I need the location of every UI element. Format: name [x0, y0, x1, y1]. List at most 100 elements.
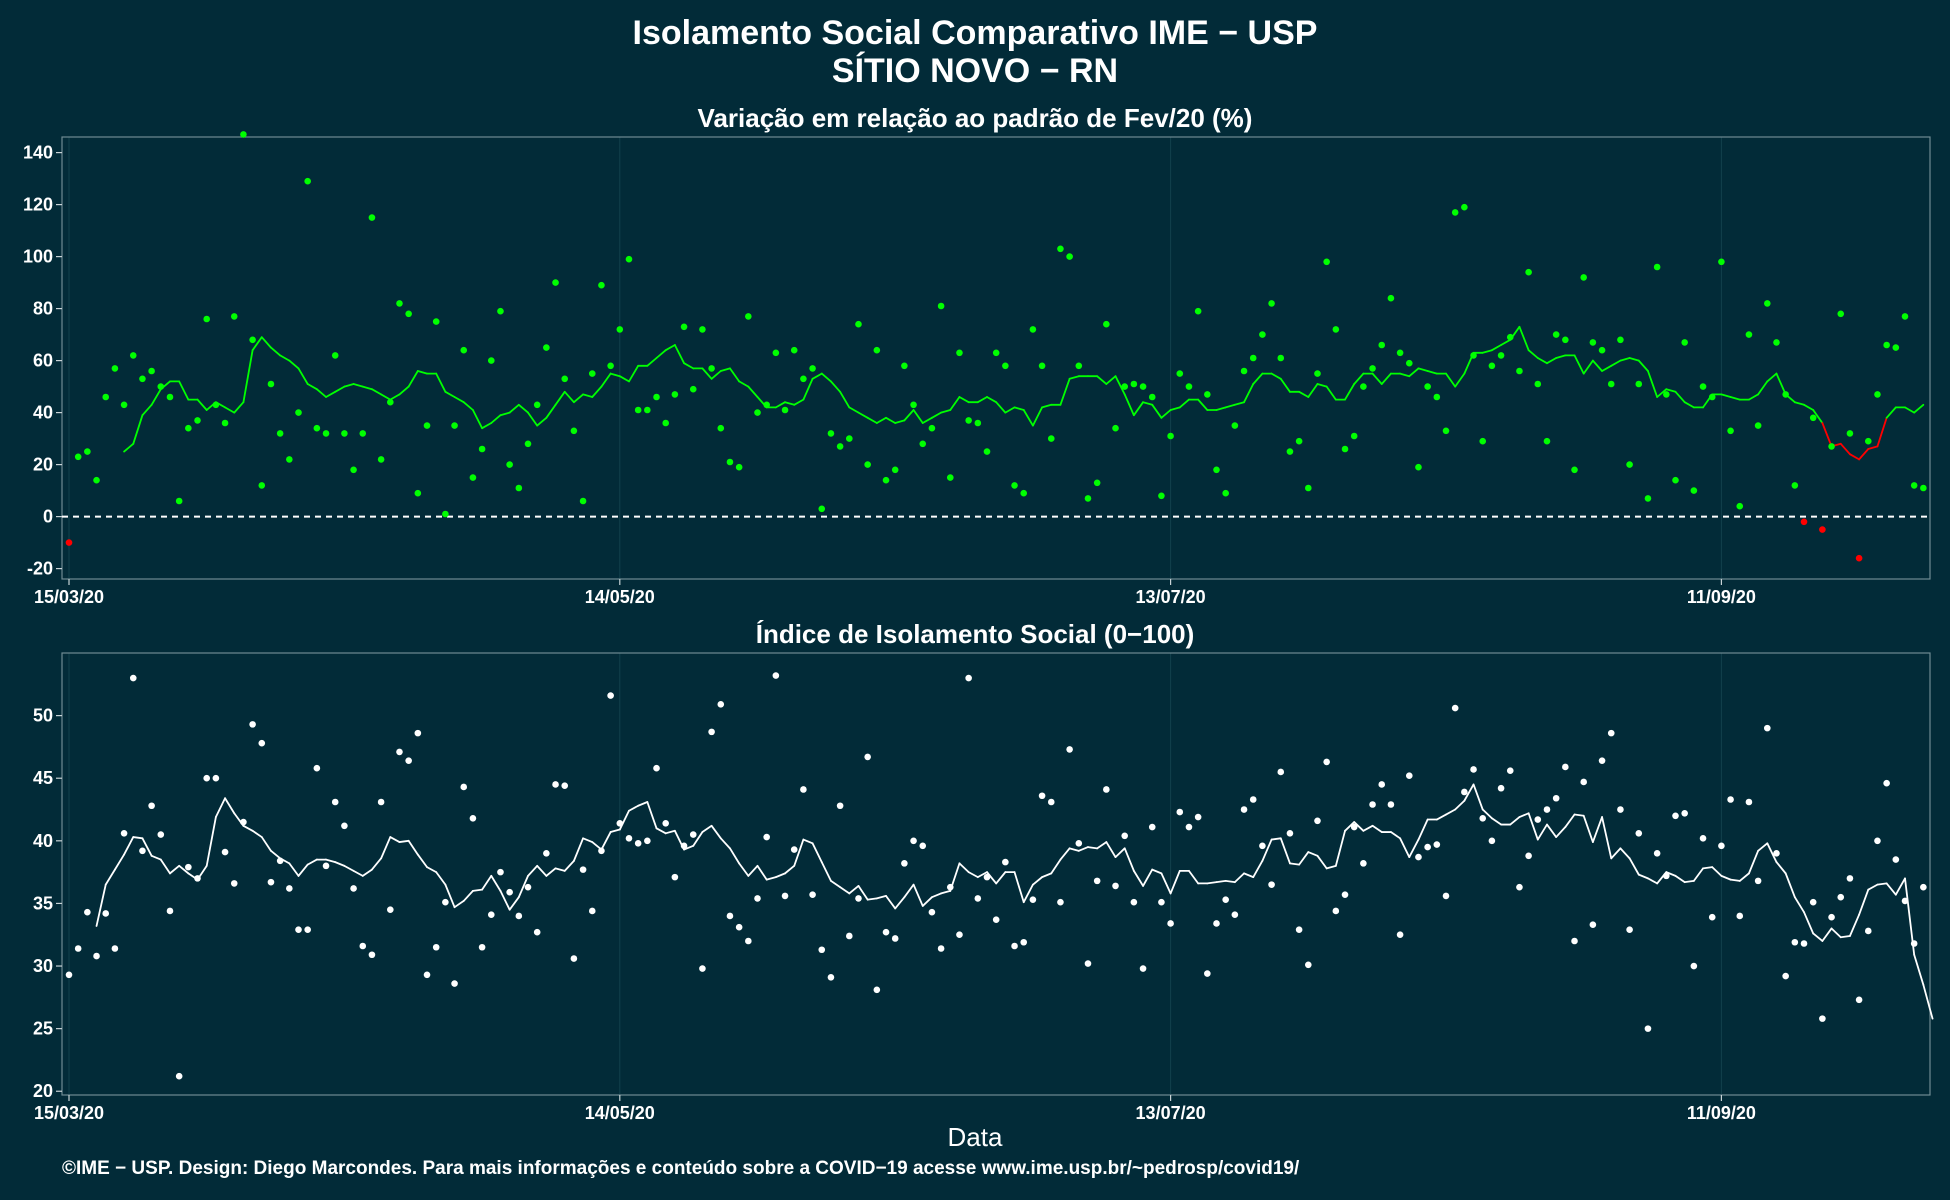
index-moving-average-segment [1683, 879, 1695, 884]
variation-data-point [1589, 339, 1597, 346]
variation-moving-average-segment [949, 396, 961, 411]
variation-data-point [1231, 422, 1239, 429]
index-data-point [1451, 704, 1459, 712]
variation-data-point [1800, 518, 1808, 526]
variation-moving-average-segment [1059, 377, 1071, 406]
variation-data-point [249, 336, 256, 344]
variation-data-point [1139, 383, 1147, 390]
index-moving-average-segment [1096, 841, 1108, 850]
index-data-point [249, 721, 256, 728]
variation-data-point [1543, 437, 1551, 445]
index-moving-average-segment [784, 864, 796, 875]
variation-moving-average-segment [618, 375, 630, 383]
index-moving-average-segment [573, 837, 584, 862]
variation-moving-average-segment [1775, 372, 1787, 396]
index-data-point [836, 802, 844, 810]
index-data-point [809, 891, 816, 898]
index-data-point [1194, 813, 1202, 821]
variation-data-point [368, 214, 376, 221]
index-moving-average-segment [1665, 871, 1677, 877]
variation-data-point [864, 461, 871, 468]
index-data-point [1323, 758, 1330, 766]
index-data-point [506, 888, 513, 896]
index-data-point [1148, 823, 1156, 831]
index-data-point [662, 819, 669, 827]
variation-moving-average-segment [1445, 372, 1457, 388]
index-data-point [1158, 898, 1165, 906]
index-moving-average-segment [1022, 883, 1034, 904]
index-data-point [1598, 757, 1606, 764]
variation-moving-average-segment [1821, 422, 1833, 448]
index-moving-average-segment [1481, 808, 1493, 820]
variation-data-point [1295, 437, 1303, 445]
variation-data-point [1672, 476, 1679, 484]
index-moving-average-segment [976, 871, 988, 879]
variation-y-tick-label: 80 [33, 299, 53, 319]
variation-moving-average-segment [1803, 403, 1815, 411]
index-moving-average-segment [609, 828, 621, 833]
variation-moving-average-segment [1252, 372, 1264, 385]
index-moving-average-segment [141, 837, 153, 857]
index-moving-average-segment [1610, 847, 1622, 860]
index-data-point [1038, 792, 1046, 800]
index-data-point [1029, 896, 1037, 903]
index-plot-frame [61, 652, 1931, 1096]
variation-moving-average-segment [820, 372, 832, 383]
index-data-point [625, 835, 633, 842]
index-data-point [148, 802, 155, 810]
variation-moving-average-segment [389, 393, 401, 401]
variation-data-point [1369, 365, 1376, 372]
index-data-point [763, 833, 770, 841]
variation-data-point [543, 344, 550, 351]
index-data-point [965, 674, 972, 682]
variation-moving-average-segment [1399, 372, 1411, 378]
index-moving-average-segment [1463, 783, 1475, 802]
index-data-point [1112, 882, 1119, 890]
index-data-point [1736, 912, 1744, 920]
variation-moving-average-segment [1904, 406, 1916, 414]
index-data-point [1764, 724, 1771, 732]
variation-moving-average-segment [1307, 383, 1319, 398]
variation-moving-average-segment [444, 390, 456, 398]
index-data-point [221, 848, 229, 856]
index-data-point [1506, 767, 1514, 774]
variation-moving-average-segment [683, 362, 695, 370]
index-data-point [827, 974, 835, 981]
variation-moving-average-segment [196, 398, 208, 411]
index-moving-average-segment [1142, 868, 1154, 887]
index-data-point [1819, 1015, 1826, 1022]
variation-moving-average-segment [361, 385, 373, 391]
variation-moving-average-segment [673, 344, 685, 365]
variation-data-point [1534, 380, 1542, 388]
index-moving-average-segment [334, 861, 346, 867]
index-moving-average-segment [811, 842, 823, 864]
variation-data-point [1405, 359, 1413, 367]
variation-moving-average-segment [1858, 448, 1870, 461]
index-moving-average-segment [986, 871, 998, 885]
variation-data-point [1066, 253, 1073, 260]
variation-data-point [359, 430, 367, 437]
variation-data-point [258, 482, 266, 489]
index-data-point [1479, 814, 1487, 822]
variation-data-point [1167, 432, 1174, 440]
variation-data-point [607, 362, 614, 370]
index-moving-average-segment [1050, 858, 1062, 875]
index-data-point [65, 971, 73, 979]
index-moving-average-segment [1637, 873, 1649, 880]
index-moving-average-segment [664, 829, 676, 835]
variation-moving-average-segment [1601, 364, 1613, 372]
index-moving-average-segment [1353, 821, 1365, 832]
variation-moving-average-segment [848, 406, 860, 414]
variation-data-point [561, 375, 569, 383]
index-data-point [919, 842, 927, 850]
variation-moving-average-segment [371, 388, 383, 396]
page-subtitle: SÍTIO NOVO − RN [831, 52, 1119, 90]
index-data-point [313, 764, 321, 772]
index-moving-average-segment [1748, 849, 1760, 875]
index-moving-average-segment [508, 896, 520, 911]
variation-plot-frame [61, 136, 1931, 580]
variation-data-point [873, 346, 881, 354]
index-moving-average-segment [1325, 864, 1337, 870]
index-data-point [910, 837, 917, 845]
